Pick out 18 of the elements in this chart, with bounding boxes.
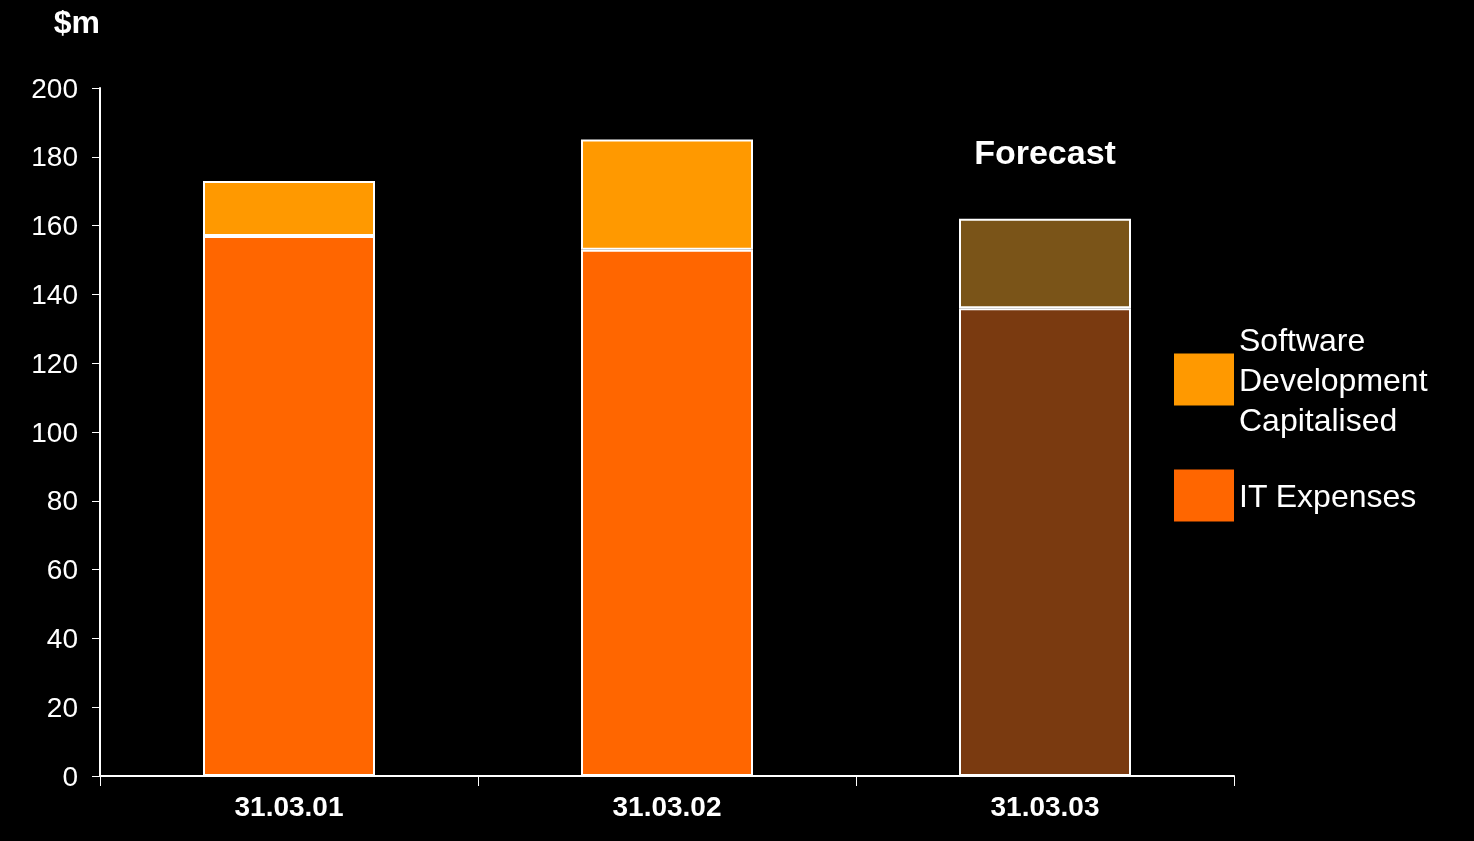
y-tick-label: 0 (62, 760, 78, 792)
y-tick-label: 180 (31, 141, 78, 173)
y-tick-label: 200 (31, 72, 78, 104)
y-tick-label: 140 (31, 278, 78, 310)
legend-label: IT Expenses (1239, 477, 1417, 514)
y-tick-label: 60 (46, 554, 78, 586)
annotation: Forecast (974, 133, 1116, 171)
x-tick-label: 31.03.01 (234, 790, 344, 822)
y-tick-label: 160 (31, 210, 78, 242)
y-tick-label: 100 (31, 416, 78, 448)
y-tick-label: 20 (46, 691, 78, 723)
x-tick-label: 31.03.02 (612, 790, 722, 822)
y-axis-title: $m (53, 4, 100, 40)
y-tick-label: 120 (31, 347, 78, 379)
x-tick-label: 31.03.03 (990, 790, 1100, 822)
legend-label: Software Development Capitalised (1239, 321, 1437, 438)
y-tick-label: 80 (46, 485, 78, 517)
y-tick-label: 40 (46, 622, 78, 654)
